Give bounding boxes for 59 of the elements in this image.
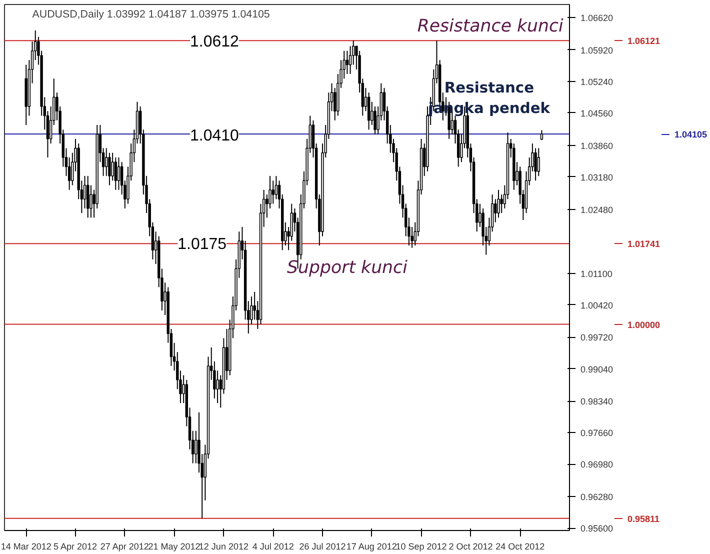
- candlestick: [346, 50, 349, 75]
- x-tick-label: 26 Jul 2012: [299, 542, 346, 552]
- y-tick-label: 1.04560: [580, 108, 614, 118]
- candlestick: [83, 175, 86, 209]
- candlestick: [108, 152, 111, 186]
- candlestick: [537, 148, 540, 176]
- candlestick: [367, 92, 370, 130]
- y-tick-label: 0.97660: [580, 428, 614, 438]
- ref-line-label: 1.04105: [674, 130, 708, 140]
- x-tick-label: 4 Jul 2012: [252, 542, 294, 552]
- x-tick-label: 27 Apr 2012: [100, 542, 149, 552]
- y-tick-label: 1.01100: [580, 268, 612, 279]
- y-tick-label: 0.96280: [580, 492, 614, 502]
- y-tick-label: 0.98340: [580, 396, 614, 407]
- y-tick-label: 1.05920: [580, 45, 614, 56]
- y-tick-label: 1.03860: [580, 140, 614, 151]
- x-tick-label: 24 Oct 2012: [496, 542, 545, 552]
- candlestick: [194, 430, 198, 464]
- candlestick: [216, 370, 219, 404]
- candlestick: [334, 87, 336, 121]
- annotation: Support kunci: [287, 258, 408, 278]
- candlestick: [86, 175, 90, 218]
- x-tick-label: 10 Sep 2012: [396, 542, 447, 552]
- annotation: 1.0175: [178, 236, 227, 254]
- ref-line-label: 1.06121: [628, 36, 660, 46]
- x-tick-label: 12 Jun 2012: [198, 542, 248, 552]
- x-tick-label: 21 May 2012: [148, 542, 200, 552]
- y-tick-label: 1.03180: [580, 172, 614, 182]
- candlestick: [105, 148, 108, 176]
- y-tick-label: 0.99720: [580, 332, 614, 343]
- candlestick: [90, 184, 92, 218]
- annotation: 1.0612: [190, 34, 240, 51]
- y-tick-label: 0.99040: [580, 364, 614, 374]
- ref-line-label: 1.00000: [628, 320, 660, 330]
- candlestick: [111, 152, 114, 182]
- candlestick: [114, 156, 118, 190]
- candlestick: [117, 156, 120, 190]
- candlestick: [497, 189, 500, 218]
- candlestick: [500, 194, 503, 214]
- chart-title: AUDUSD,Daily 1.03992 1.04187 1.03975 1.04105: [32, 8, 270, 20]
- y-tick-label: 1.02480: [580, 204, 614, 215]
- x-tick-label: 17 Aug 2012: [346, 542, 397, 552]
- candlestick: [540, 130, 544, 141]
- annotation: Resistance kunci: [417, 16, 564, 37]
- candlestick: [534, 148, 537, 182]
- candlestick: [274, 175, 278, 200]
- candlestick: [272, 180, 274, 204]
- x-tick-label: 2 Oct 2012: [448, 542, 493, 552]
- ref-line-label: 0.95811: [628, 514, 660, 524]
- y-tick-label: 0.96980: [580, 460, 614, 470]
- annotation: 1.0410: [190, 127, 240, 144]
- y-tick-label: 1.06620: [580, 12, 614, 23]
- candlestick: [374, 106, 376, 135]
- y-tick-label: 1.00420: [580, 300, 614, 310]
- y-tick-label: 1.05240: [580, 76, 614, 87]
- ref-line-label: 1.01741: [628, 239, 660, 250]
- y-tick-label: 0.95600: [580, 524, 614, 534]
- x-tick-label: 14 Mar 2012: [0, 542, 52, 552]
- x-tick-label: 5 Apr 2012: [53, 542, 98, 552]
